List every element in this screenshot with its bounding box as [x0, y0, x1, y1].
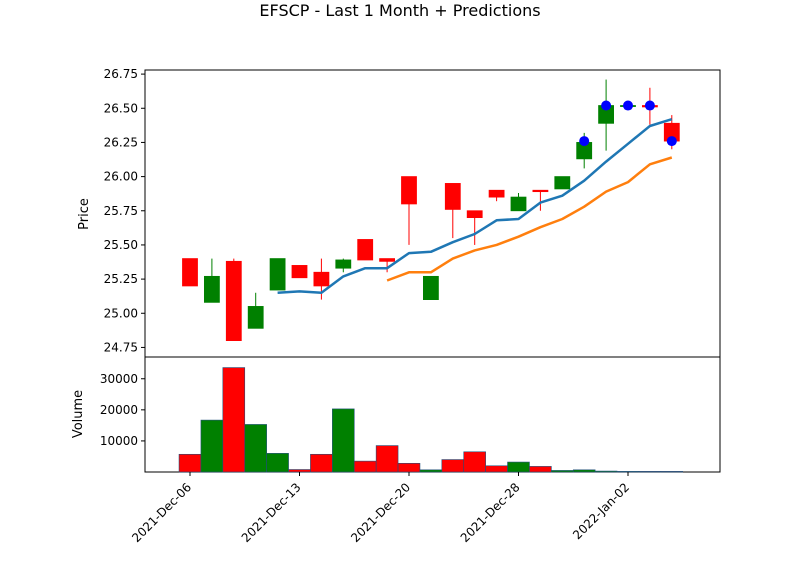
- candlestick: [554, 176, 571, 190]
- volume-bar: [660, 471, 684, 473]
- date-tick-label: 2021-Dec-20: [348, 480, 413, 545]
- volume-bar: [200, 419, 224, 473]
- candlestick: [466, 210, 483, 245]
- prediction-point: [623, 100, 633, 111]
- candle-body: [488, 189, 505, 198]
- candlestick: [444, 183, 461, 239]
- candlestick: [203, 258, 220, 303]
- moving-average-lines: [277, 118, 673, 295]
- price-axis-label: Price: [77, 198, 92, 230]
- price-tick-label: 26.25: [104, 135, 138, 149]
- price-candles: [182, 79, 680, 342]
- volume-bar: [244, 424, 267, 473]
- candlestick: [488, 189, 505, 202]
- volume-tick-label: 20000: [100, 403, 138, 417]
- candle-body: [357, 239, 374, 261]
- moving-average-line: [386, 156, 673, 282]
- candlestick: [422, 275, 439, 301]
- candlestick: [335, 258, 352, 273]
- candlestick: [269, 258, 286, 291]
- candle-body: [532, 189, 549, 193]
- price-tick-label: 26.50: [104, 101, 138, 115]
- price-panel: 24.75 25.00 25.25 25.50 25.75 26.00 26.25 26.50…: [77, 67, 721, 358]
- volume-y-axis: 10000 20000 30000: [100, 372, 145, 448]
- volume-bar: [353, 460, 377, 473]
- volume-bar: [332, 408, 355, 473]
- date-tick-label: 2021-Dec-28: [458, 480, 523, 545]
- price-tick-label: 26.75: [104, 67, 138, 81]
- candle-body: [335, 259, 352, 269]
- candle-body: [313, 271, 330, 287]
- volume-bar: [485, 465, 508, 473]
- volume-panel: 10000 20000 30000 Volume: [71, 356, 721, 473]
- volume-bar: [551, 470, 574, 473]
- price-tick-label: 26.00: [104, 170, 138, 184]
- moving-average-line: [277, 118, 673, 295]
- date-tick-label: 2022-Jan-02: [570, 480, 632, 542]
- volume-bar: [178, 453, 202, 473]
- candlestick: [357, 239, 374, 261]
- volume-bar: [463, 451, 486, 473]
- candlestick: [247, 292, 264, 329]
- candle-body: [466, 210, 483, 218]
- candlestick: [598, 79, 614, 151]
- candle-body: [401, 176, 417, 205]
- prediction-point: [666, 136, 677, 147]
- candle-body: [510, 196, 527, 212]
- date-tick-label: 2021-Dec-06: [129, 480, 194, 545]
- volume-tick-label: 10000: [100, 434, 138, 448]
- date-tick-label: 2021-Dec-13: [239, 480, 304, 545]
- candlestick: [182, 258, 198, 287]
- candle-body: [225, 260, 242, 342]
- price-y-axis: 24.75 25.00 25.25 25.50 25.75 26.00 26.25 26.50…: [104, 67, 145, 354]
- volume-bars: [178, 367, 684, 473]
- volume-bar: [594, 470, 618, 473]
- volume-bar: [419, 469, 443, 473]
- prediction-point: [644, 100, 655, 111]
- volume-bar: [507, 461, 530, 473]
- candle-body: [182, 258, 198, 287]
- prediction-point: [579, 136, 590, 147]
- prediction-point: [601, 100, 612, 111]
- volume-bar: [529, 466, 552, 473]
- volume-bar: [375, 445, 399, 473]
- volume-bar: [572, 469, 596, 473]
- chart-title: EFSCP - Last 1 Month + Predictions: [259, 1, 540, 20]
- volume-bar: [441, 459, 465, 473]
- candlestick: [379, 258, 396, 273]
- volume-axis-label: Volume: [71, 390, 86, 438]
- volume-bar: [222, 367, 246, 473]
- price-tick-label: 24.75: [104, 340, 138, 354]
- volume-bar: [288, 469, 311, 473]
- candle-body: [291, 265, 308, 279]
- date-x-axis: 2021-Dec-06 2021-Dec-13 2021-Dec-20 2021-De…: [129, 472, 632, 545]
- volume-bar: [638, 471, 662, 473]
- candlestick: [532, 189, 549, 211]
- volume-tick-label: 30000: [100, 372, 138, 386]
- candlestick: [225, 258, 242, 342]
- candlestick: [291, 265, 308, 279]
- volume-bar: [616, 471, 640, 473]
- candle-body: [269, 258, 286, 291]
- price-tick-label: 25.00: [104, 306, 138, 320]
- candle-body: [379, 258, 396, 262]
- candle-body: [203, 275, 220, 303]
- candle-body: [247, 306, 264, 329]
- price-tick-label: 25.50: [104, 238, 138, 252]
- volume-bar: [266, 453, 289, 473]
- candlestick: [401, 176, 417, 245]
- candle-body: [554, 176, 571, 190]
- candle-body: [422, 275, 439, 301]
- candlestick: [510, 193, 527, 212]
- price-tick-label: 25.25: [104, 272, 138, 286]
- volume-bar: [310, 453, 333, 473]
- candle-body: [444, 183, 461, 210]
- candlestick: [313, 258, 330, 300]
- volume-bar: [397, 462, 421, 473]
- prediction-points: [579, 100, 677, 147]
- price-tick-label: 25.75: [104, 204, 138, 218]
